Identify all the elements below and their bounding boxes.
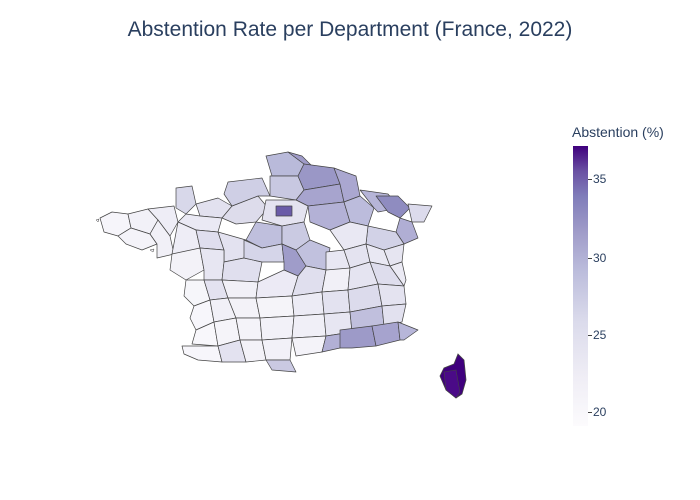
colorbar-tick-25: 25 [588,328,606,342]
department [375,195,411,219]
department [265,359,297,373]
department [149,219,175,259]
department [377,283,407,307]
department [147,205,179,237]
department [329,221,369,251]
department [181,345,223,363]
department [395,217,419,245]
department [261,337,293,361]
department [389,261,407,287]
department [175,185,197,215]
department [343,195,375,227]
department [223,177,271,207]
department [275,205,293,217]
department [169,247,205,281]
department [321,289,351,315]
department [397,321,419,341]
department [221,279,259,299]
department-corsica-south [443,369,461,399]
department [199,247,225,281]
department [291,291,325,317]
department [321,267,351,293]
colorbar-title: Abstention (%) [572,124,664,140]
island [149,248,155,253]
department [235,317,263,341]
department [291,335,327,357]
colorbar-tick-35: 35 [588,172,606,186]
department [407,203,433,223]
chart-title: Abstention Rate per Department (France, … [127,18,573,41]
department [255,269,299,299]
department [371,321,401,347]
department [221,257,263,283]
colorbar [573,146,588,426]
department [255,295,295,319]
department [259,315,295,341]
colorbar-tick-20: 20 [588,405,606,419]
department [381,303,407,327]
department [291,313,327,339]
island [95,218,100,223]
colorbar-tick-30: 30 [588,251,606,265]
department [339,325,377,349]
